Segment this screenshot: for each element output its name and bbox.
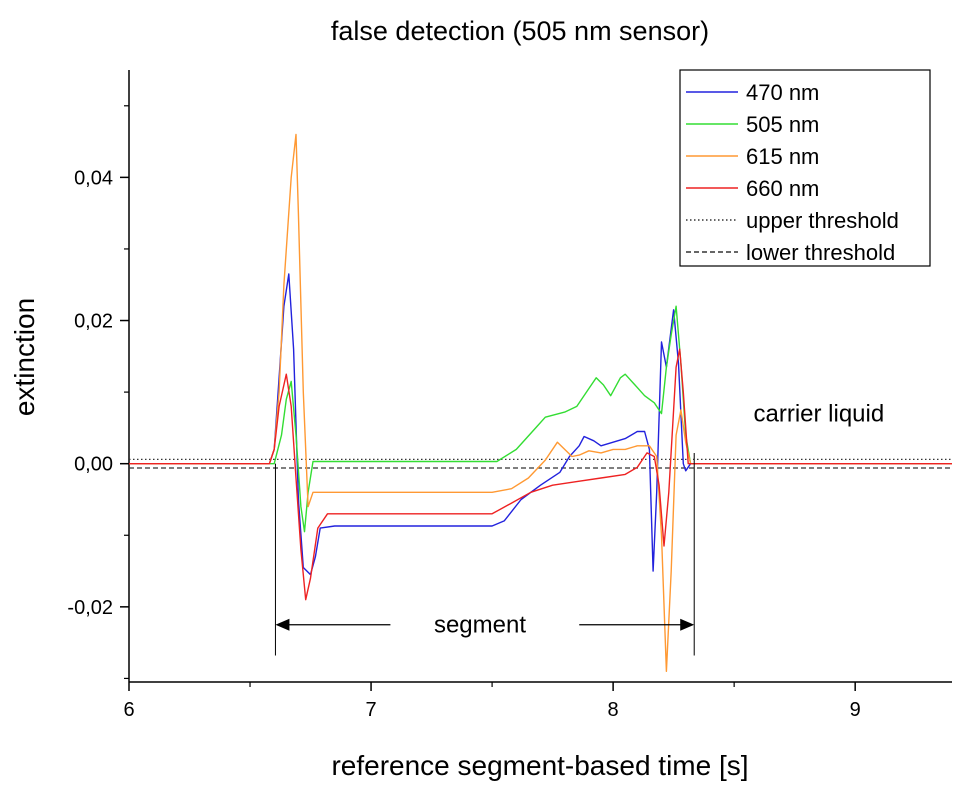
legend-label: lower threshold [746,240,895,265]
legend-label: 505 nm [746,112,819,137]
y-tick-label: 0,04 [74,167,113,189]
legend-label: 615 nm [746,144,819,169]
annotation-segment: segment [434,612,526,639]
series-line-615-nm [129,133,952,672]
axes: 6 7 8 9 -0,02 0,00 0,02 0,04 [67,70,952,721]
legend-label: upper threshold [746,208,899,233]
x-tick-label: 7 [365,699,376,721]
series-lines [129,133,952,672]
y-tick-label: 0,00 [74,454,113,476]
y-tick-label: 0,02 [74,311,113,333]
series-line-660-nm [129,348,952,601]
annotations: carrier liquid segment [274,401,885,656]
x-tick-label: 9 [850,699,861,721]
legend-box [679,69,931,267]
chart-title: false detection (505 nm sensor) [331,16,709,46]
threshold-lines [129,458,952,469]
y-axis-label: extinction [9,298,40,416]
segment-arrow-left-head [275,618,290,631]
x-tick-label: 8 [608,699,619,721]
annotation-carrier-liquid: carrier liquid [754,401,885,428]
series-line-505-nm [129,305,952,533]
segment-arrow-right-head [680,618,695,631]
y-tick-label: -0,02 [67,597,113,619]
legend-label: 660 nm [746,176,819,201]
series-line-470-nm [129,273,952,576]
x-tick-label: 6 [123,699,134,721]
legend-label: 470 nm [746,80,819,105]
legend: 470 nm 505 nm 615 nm 660 nm upper threshold l… [679,69,931,267]
x-axis-label: reference segment-based time [s] [331,750,748,781]
